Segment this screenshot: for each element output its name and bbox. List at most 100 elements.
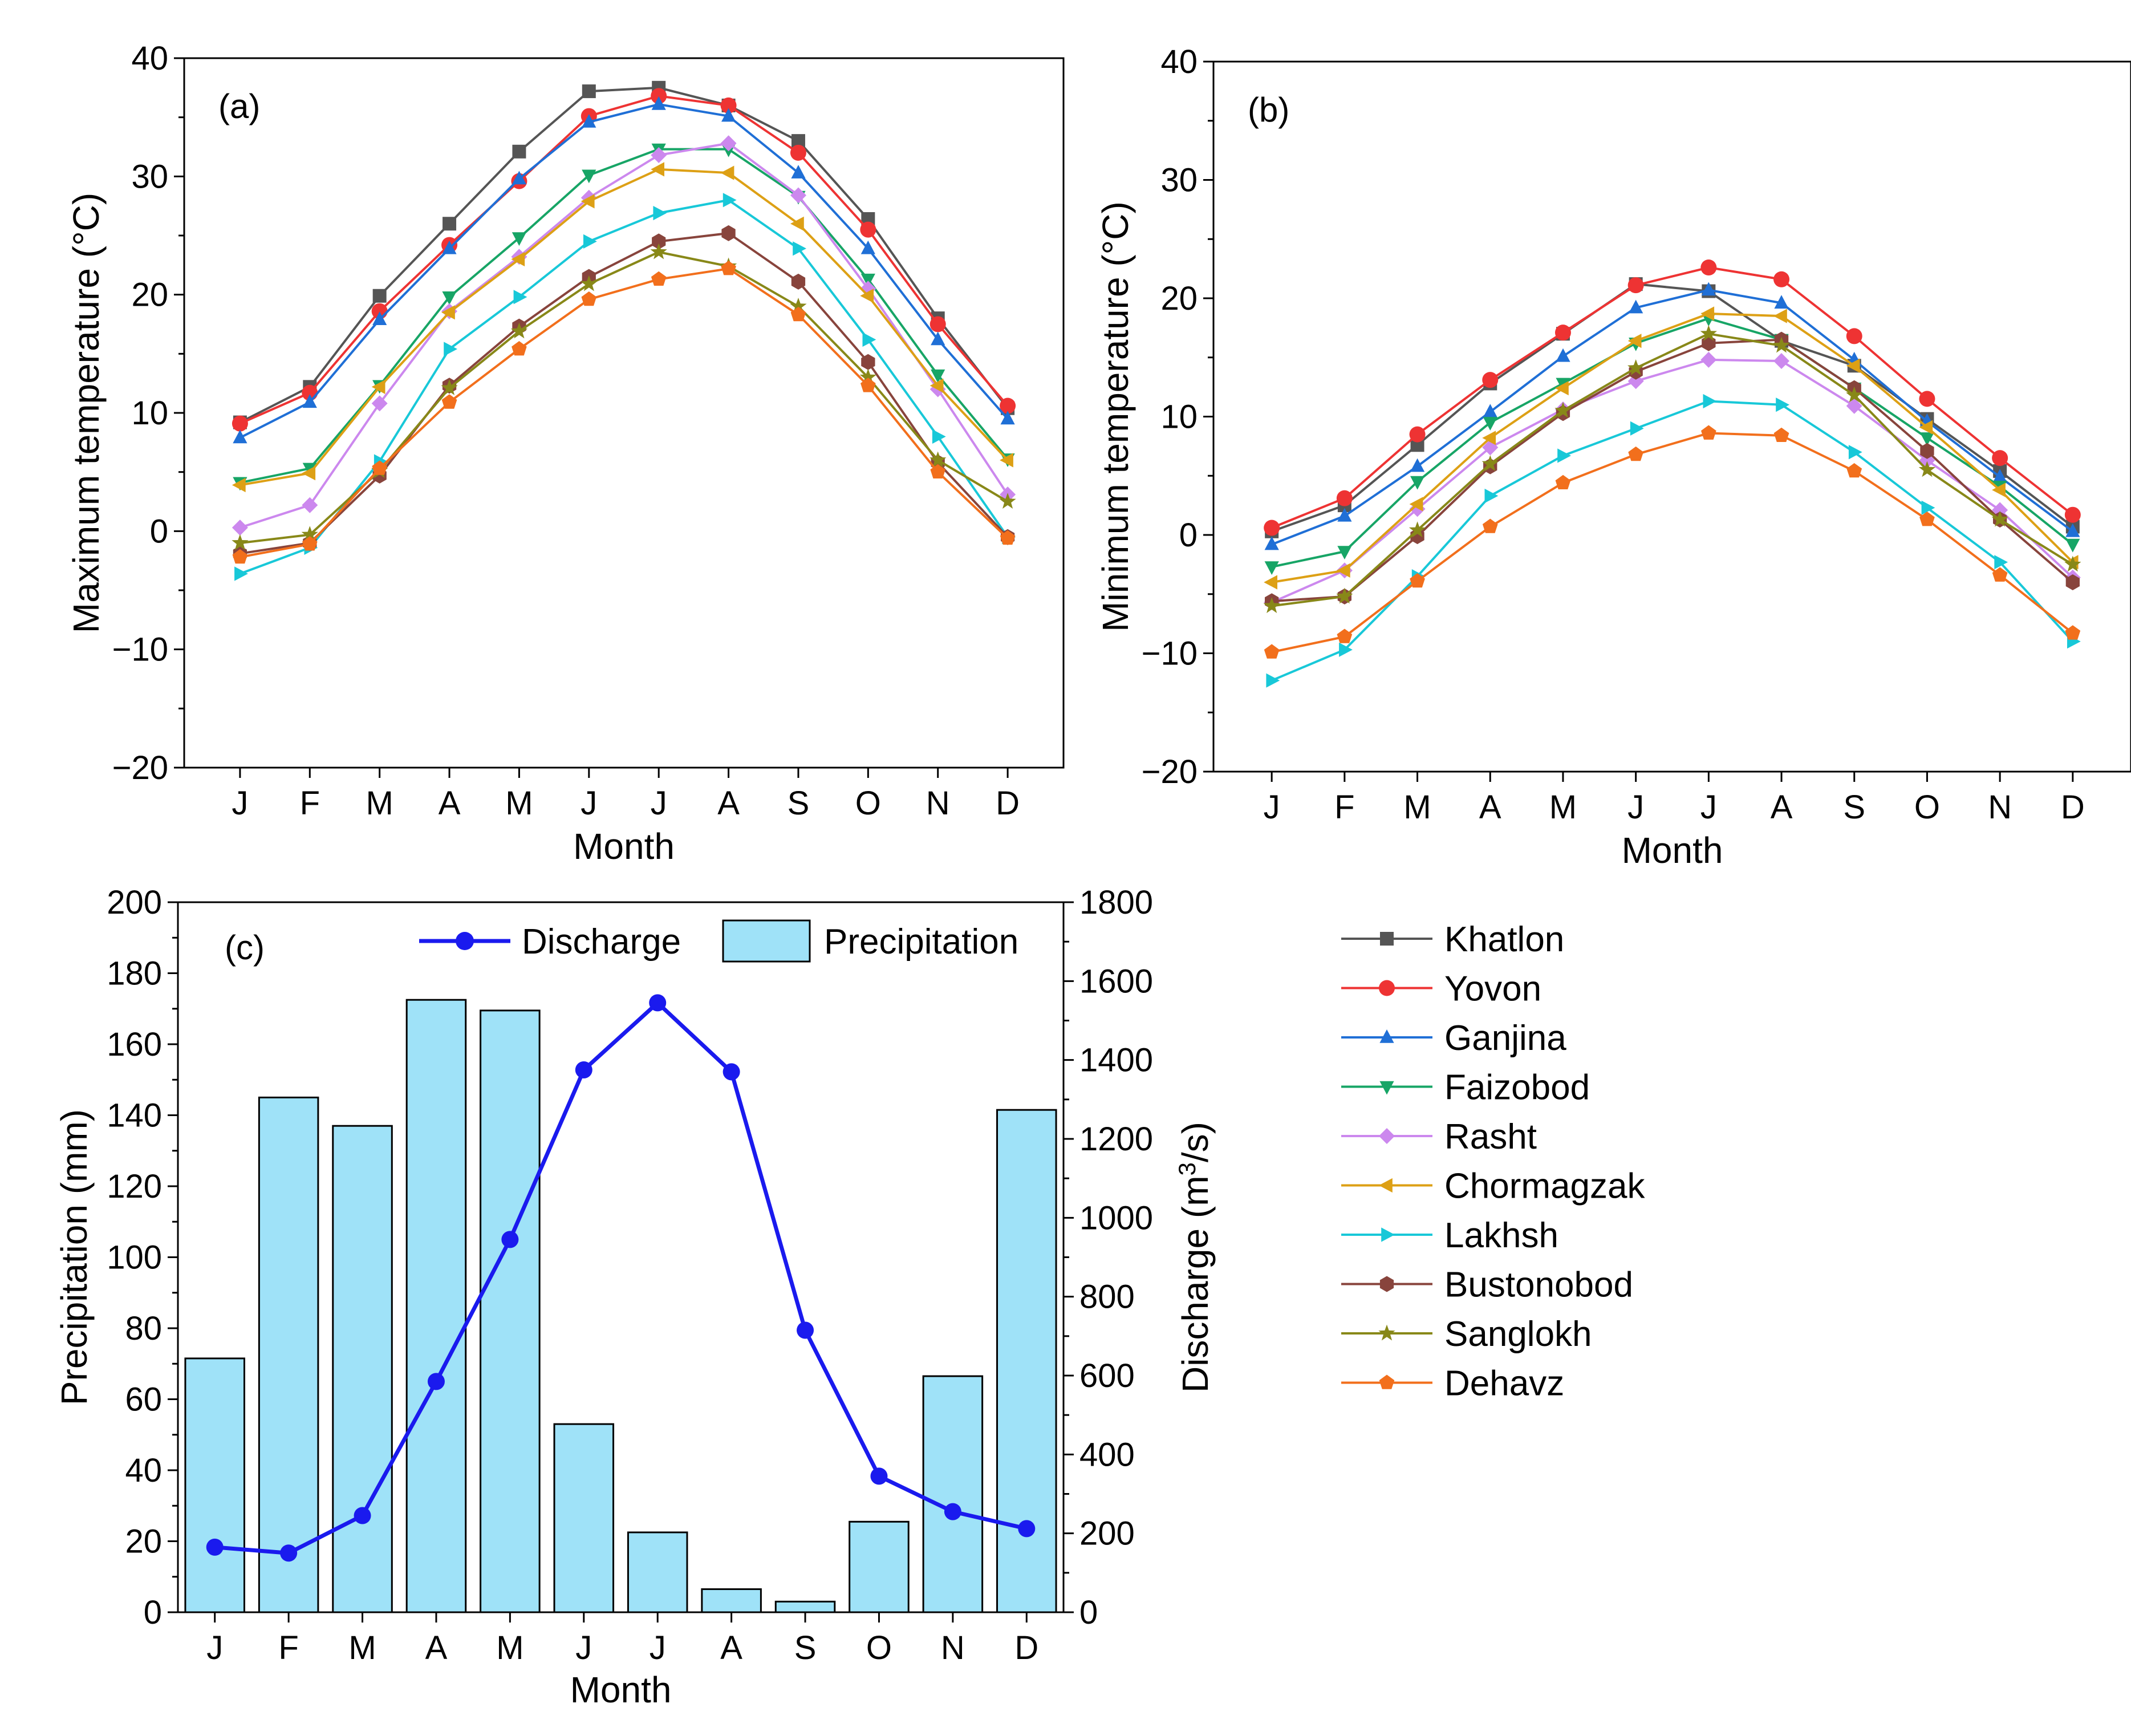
x-tick-label: D — [996, 785, 1020, 822]
x-axis-title: Month — [570, 1669, 672, 1710]
data-point — [1557, 448, 1571, 463]
data-point — [1629, 299, 1643, 314]
y-right-axis-title-close: /s) — [1175, 1122, 1216, 1162]
x-tick-label: S — [794, 1629, 817, 1666]
data-point — [581, 194, 595, 209]
data-point — [651, 147, 667, 163]
data-point — [1482, 431, 1496, 445]
legend-marker — [1379, 1029, 1394, 1043]
data-point — [1919, 512, 1935, 526]
data-point — [790, 187, 806, 204]
x-tick-label: M — [496, 1629, 523, 1666]
x-axis-title: Month — [573, 826, 675, 867]
x-tick-label: O — [855, 785, 881, 822]
y-right-axis-title-sup: 3 — [1174, 1162, 1200, 1175]
data-point — [1846, 328, 1862, 344]
data-point — [1410, 458, 1425, 472]
data-point — [582, 84, 596, 99]
data-point — [512, 171, 526, 185]
series-chormagzak — [232, 162, 1013, 493]
data-point — [1627, 359, 1645, 375]
data-point — [1555, 381, 1569, 396]
legend-label: Yovon — [1444, 970, 1541, 1009]
data-point — [1848, 445, 1862, 460]
panel-label: (a) — [218, 87, 260, 125]
series-line — [1271, 289, 2073, 546]
data-point — [1846, 398, 1862, 414]
legend-label: Khatlon — [1444, 920, 1564, 959]
data-point — [1409, 521, 1426, 538]
data-point — [860, 273, 875, 287]
y-right-tick-label: 0 — [1079, 1594, 1098, 1631]
data-point — [1700, 306, 1715, 321]
data-point — [372, 460, 387, 475]
x-tick-label: M — [348, 1629, 376, 1666]
series-line — [240, 232, 1009, 555]
legend-marker — [1380, 932, 1394, 946]
series-lakhsh — [1266, 394, 2081, 688]
x-axis-title: Month — [1622, 830, 1723, 871]
x-tick-label: J — [581, 785, 597, 822]
y-axis-title-close: ) — [66, 193, 107, 205]
data-point — [651, 162, 664, 177]
data-point — [1630, 421, 1644, 436]
data-point — [1627, 277, 1644, 294]
x-tick-label: N — [1988, 789, 2012, 826]
data-point — [721, 108, 736, 122]
data-point — [2064, 506, 2081, 523]
x-tick-label: A — [439, 785, 461, 822]
x-tick-label: J — [1700, 789, 1717, 826]
data-point — [510, 322, 528, 339]
x-tick-label: D — [2061, 789, 2085, 826]
data-point — [1773, 353, 1789, 369]
y-left-tick-label: 60 — [125, 1381, 162, 1418]
y-tick-label: 20 — [131, 277, 168, 314]
precip-bar — [922, 1375, 984, 1613]
y-tick-label: 20 — [1160, 280, 1198, 317]
y-right-tick-label: 1400 — [1079, 1042, 1153, 1079]
data-point — [932, 429, 946, 444]
series-line — [240, 95, 1009, 425]
data-point — [1336, 587, 1353, 604]
series-dehavz — [232, 261, 1016, 564]
legend-item-dehavz: Dehavz — [1341, 1364, 1564, 1404]
data-point — [791, 165, 806, 179]
legend-label: Sanglokh — [1444, 1315, 1592, 1354]
y-tick-label: 40 — [131, 40, 168, 77]
precip-bar — [774, 1600, 836, 1613]
data-point — [444, 342, 457, 356]
series-discharge — [206, 994, 1036, 1562]
series-sanglokh — [1263, 325, 2081, 613]
precip-bar — [553, 1423, 615, 1613]
data-point — [1263, 597, 1280, 613]
panel-label: (b) — [1248, 91, 1289, 129]
legend-item-chormagzak: Chormagzak — [1341, 1167, 1645, 1206]
data-point — [512, 341, 527, 356]
y-left-tick-label: 120 — [107, 1168, 162, 1205]
data-point — [442, 240, 457, 254]
data-point — [721, 261, 736, 275]
x-tick-label: M — [366, 785, 393, 822]
legend-item-sanglokh: Sanglokh — [1341, 1315, 1592, 1354]
legend-item-lakhsh: Lakhsh — [1341, 1216, 1558, 1255]
y-tick-label: 0 — [150, 513, 168, 550]
data-point — [1773, 309, 1787, 323]
series-line — [1271, 332, 2073, 607]
data-point — [930, 464, 945, 478]
y-axis-title-unit: °C — [1095, 214, 1136, 255]
legend-item-yovon: Yovon — [1341, 970, 1541, 1009]
series-line — [1271, 266, 2074, 529]
data-point — [720, 135, 737, 152]
data-point — [372, 289, 387, 303]
data-point — [1919, 420, 1933, 435]
y-left-axis-title: Precipitation (mm) — [54, 1109, 95, 1405]
legend-discharge-marker — [456, 932, 474, 950]
data-point — [232, 477, 246, 493]
y-left-tick-label: 160 — [107, 1026, 162, 1063]
discharge-point — [870, 1467, 888, 1485]
data-point — [860, 240, 875, 254]
y-left-tick-label: 0 — [144, 1594, 162, 1631]
series-line — [1271, 312, 2074, 583]
discharge-point — [427, 1373, 445, 1390]
data-point — [929, 378, 944, 393]
